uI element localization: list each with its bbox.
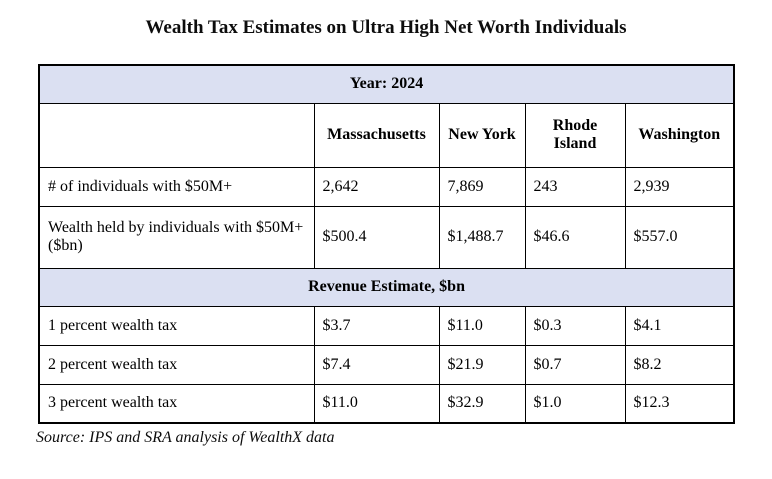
column-header-blank [38, 102, 315, 168]
column-header-washington: Washington [624, 102, 735, 168]
wealth-tax-table: Year: 2024 Massachusetts New York Rhode … [38, 64, 736, 424]
table-row-1-percent: 1 percent wealth tax $3.7 $11.0 $0.3 $4.… [38, 305, 735, 346]
cell-value: 2,939 [624, 166, 735, 207]
cell-value: $4.1 [624, 305, 735, 346]
cell-value: $11.0 [313, 383, 440, 424]
table-row-wealth-held: Wealth held by individuals with $50M+ ($… [38, 205, 735, 269]
table-row-individuals: # of individuals with $50M+ 2,642 7,869 … [38, 166, 735, 207]
cell-value: $32.9 [438, 383, 526, 424]
column-header-massachusetts: Massachusetts [313, 102, 440, 168]
cell-value: $21.9 [438, 344, 526, 385]
cell-value: $3.7 [313, 305, 440, 346]
column-header-row: Massachusetts New York Rhode Island Wash… [38, 102, 735, 168]
cell-value: $1,488.7 [438, 205, 526, 269]
cell-value: $557.0 [624, 205, 735, 269]
cell-value: 2,642 [313, 166, 440, 207]
cell-value: $0.7 [524, 344, 626, 385]
cell-value: $7.4 [313, 344, 440, 385]
table-row-2-percent: 2 percent wealth tax $7.4 $21.9 $0.7 $8.… [38, 344, 735, 385]
row-label: 2 percent wealth tax [38, 344, 315, 385]
cell-value: $0.3 [524, 305, 626, 346]
page-title: Wealth Tax Estimates on Ultra High Net W… [145, 17, 627, 38]
row-label: 1 percent wealth tax [38, 305, 315, 346]
column-header-new-york: New York [438, 102, 526, 168]
cell-value: $8.2 [624, 344, 735, 385]
source-note: Source: IPS and SRA analysis of WealthX … [36, 429, 335, 446]
year-band-row: Year: 2024 [38, 64, 735, 104]
row-label: 3 percent wealth tax [38, 383, 315, 424]
cell-value: $500.4 [313, 205, 440, 269]
cell-value: 7,869 [438, 166, 526, 207]
column-header-rhode-island: Rhode Island [524, 102, 626, 168]
row-label: # of individuals with $50M+ [38, 166, 315, 207]
revenue-band-row: Revenue Estimate, $bn [38, 267, 735, 307]
section-header-revenue: Revenue Estimate, $bn [38, 267, 735, 307]
cell-value: $1.0 [524, 383, 626, 424]
table-row-3-percent: 3 percent wealth tax $11.0 $32.9 $1.0 $1… [38, 383, 735, 424]
cell-value: $12.3 [624, 383, 735, 424]
cell-value: $46.6 [524, 205, 626, 269]
cell-value: $11.0 [438, 305, 526, 346]
cell-value: 243 [524, 166, 626, 207]
year-header: Year: 2024 [38, 64, 735, 104]
row-label: Wealth held by individuals with $50M+ ($… [38, 205, 315, 269]
